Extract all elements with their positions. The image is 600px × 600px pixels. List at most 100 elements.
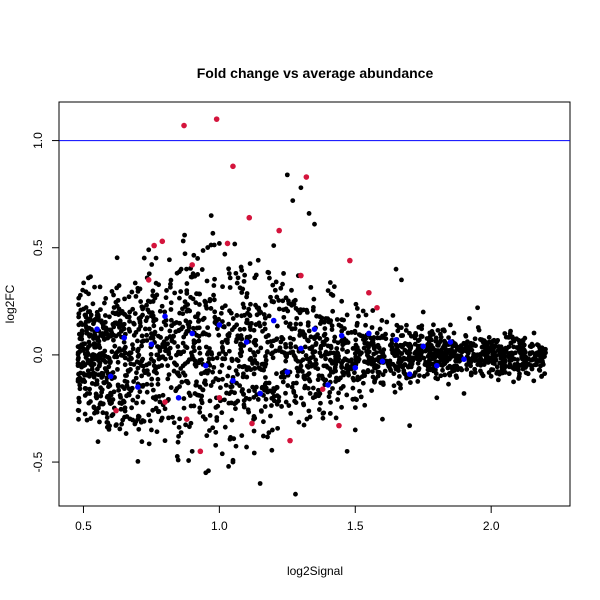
- data-point: [305, 323, 311, 328]
- data-point: [361, 369, 366, 375]
- data-point: [366, 330, 372, 337]
- data-point: [216, 394, 223, 401]
- data-point: [506, 351, 512, 356]
- data-point: [175, 439, 181, 445]
- data-point: [115, 366, 120, 372]
- data-point: [181, 396, 187, 401]
- data-point: [356, 313, 361, 319]
- data-point: [204, 278, 210, 284]
- data-point: [179, 379, 185, 385]
- data-point: [255, 349, 261, 355]
- data-point: [274, 393, 280, 399]
- data-point: [263, 302, 268, 308]
- data-point: [219, 340, 225, 345]
- data-point: [257, 323, 263, 329]
- data-point: [266, 380, 272, 386]
- data-point: [269, 427, 275, 433]
- data-point: [440, 345, 446, 351]
- data-point: [435, 376, 441, 382]
- data-point: [241, 398, 247, 404]
- data-point: [319, 318, 324, 324]
- data-point: [136, 426, 142, 432]
- data-point: [486, 370, 492, 375]
- data-point: [315, 366, 321, 372]
- data-point: [399, 277, 404, 283]
- data-point: [249, 320, 254, 326]
- data-point: [111, 292, 116, 298]
- data-point: [305, 372, 311, 378]
- data-point: [472, 370, 478, 375]
- data-point: [270, 282, 276, 288]
- data-point: [407, 358, 413, 364]
- data-point: [244, 317, 250, 323]
- data-point: [301, 422, 307, 428]
- data-point: [325, 343, 331, 349]
- data-point: [261, 312, 267, 317]
- data-point: [327, 390, 333, 395]
- data-point: [394, 346, 400, 352]
- data-point: [126, 391, 132, 397]
- data-point: [166, 372, 172, 377]
- data-point: [144, 362, 149, 368]
- data-point: [419, 323, 425, 329]
- data-point: [403, 328, 409, 333]
- data-point: [518, 351, 524, 357]
- data-point: [188, 350, 194, 356]
- data-point: [166, 415, 171, 421]
- data-point: [178, 266, 184, 272]
- data-point: [219, 305, 225, 311]
- data-point: [283, 320, 289, 326]
- data-point: [380, 335, 386, 340]
- data-point: [238, 353, 244, 359]
- data-point: [363, 312, 369, 318]
- data-point: [247, 347, 253, 353]
- y-tick-label: 0.0: [31, 346, 45, 363]
- data-point: [210, 425, 216, 431]
- data-point: [293, 393, 299, 399]
- data-point: [237, 285, 243, 291]
- data-point: [229, 384, 235, 389]
- data-point: [344, 312, 350, 318]
- data-point: [241, 371, 246, 377]
- data-point: [498, 348, 504, 354]
- data-point: [470, 341, 476, 347]
- data-point: [137, 320, 143, 326]
- data-point: [472, 336, 478, 342]
- data-point: [327, 373, 333, 378]
- data-point: [345, 371, 351, 376]
- data-point: [503, 348, 509, 353]
- data-point: [268, 413, 273, 419]
- data-point: [229, 417, 235, 423]
- data-point: [157, 348, 163, 354]
- data-point: [214, 415, 220, 420]
- data-point: [315, 392, 321, 398]
- data-point: [288, 410, 294, 416]
- data-point: [122, 408, 128, 414]
- data-point: [399, 351, 405, 356]
- data-point: [415, 379, 421, 384]
- plot-marks: [59, 116, 570, 497]
- data-point: [192, 391, 198, 396]
- data-point: [319, 373, 325, 379]
- data-point: [148, 341, 155, 347]
- data-point: [516, 364, 521, 369]
- data-point: [76, 408, 82, 413]
- data-point: [517, 371, 522, 377]
- data-point: [417, 350, 423, 356]
- data-point: [149, 376, 155, 382]
- data-point: [77, 382, 83, 388]
- data-point: [119, 421, 125, 427]
- data-point: [507, 362, 513, 368]
- data-point: [476, 361, 482, 367]
- data-point: [237, 383, 243, 389]
- data-point: [121, 339, 127, 345]
- data-point: [132, 280, 138, 286]
- data-point: [162, 313, 168, 320]
- data-point: [537, 345, 542, 350]
- data-point: [103, 296, 109, 301]
- data-point: [270, 317, 277, 324]
- data-point: [246, 306, 252, 312]
- data-point: [259, 385, 265, 391]
- data-point: [195, 272, 201, 277]
